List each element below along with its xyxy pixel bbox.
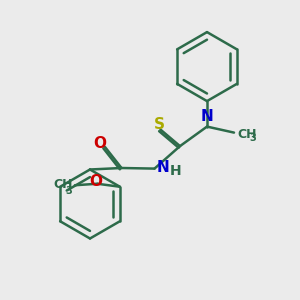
Text: 3: 3 — [66, 186, 73, 196]
Text: O: O — [93, 136, 106, 151]
Text: N: N — [157, 160, 170, 175]
Text: CH: CH — [238, 128, 257, 141]
Text: O: O — [89, 174, 102, 189]
Text: 3: 3 — [250, 133, 256, 143]
Text: H: H — [170, 164, 182, 178]
Text: S: S — [154, 117, 164, 132]
Text: N: N — [201, 109, 213, 124]
Text: CH: CH — [53, 178, 73, 191]
